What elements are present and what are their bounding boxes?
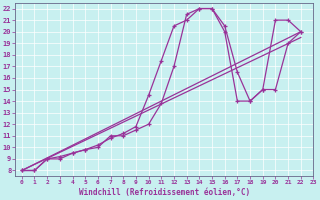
- X-axis label: Windchill (Refroidissement éolien,°C): Windchill (Refroidissement éolien,°C): [79, 188, 250, 197]
